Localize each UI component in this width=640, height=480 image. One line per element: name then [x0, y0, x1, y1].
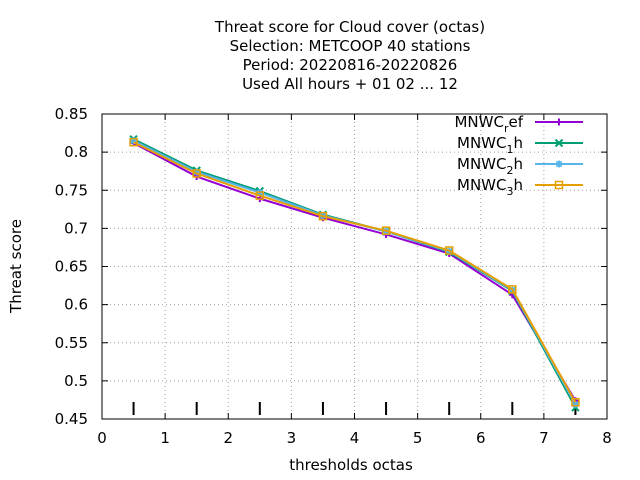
legend-item: MNWC3h [457, 176, 583, 198]
data-point [129, 137, 138, 147]
legend-item: MNWCref [454, 113, 583, 135]
y-tick-label: 0.65 [55, 258, 88, 276]
chart-title-line: Selection: METCOOP 40 stations [230, 37, 471, 55]
series-line [133, 138, 577, 409]
x-tick-label: 8 [602, 429, 612, 447]
chart-title-line: Used All hours + 01 02 ... 12 [242, 75, 458, 93]
data-point [255, 191, 265, 200]
x-tick-label: 3 [287, 429, 297, 447]
data-point [192, 169, 201, 178]
legend-label: MNWCref [454, 113, 523, 135]
y-tick-label: 0.55 [55, 334, 88, 352]
x-tick-label: 0 [97, 429, 107, 447]
series [129, 134, 580, 412]
data-point [571, 401, 579, 409]
data-point [444, 246, 454, 255]
y-tick-label: 0.8 [64, 143, 88, 161]
chart-title-line: Threat score for Cloud cover (octas) [214, 18, 485, 36]
series-ref [130, 139, 579, 405]
legend-item: MNWC2h [457, 155, 583, 177]
x-tick-label: 4 [350, 429, 360, 447]
y-axis-ticks: 0.45 0.5 0.55 0.6 0.65 0.7 0.75 0.8 0.85 [55, 105, 607, 428]
x-tick-label: 6 [476, 429, 486, 447]
legend-item: MNWC1h [457, 134, 583, 156]
y-tick-label: 0.7 [64, 219, 88, 237]
series-3h [129, 137, 580, 407]
y-axis-label: Threat score [7, 219, 25, 314]
grid [102, 114, 607, 419]
y-tick-label: 0.75 [55, 181, 88, 199]
x-tick-label: 1 [160, 429, 170, 447]
chart-title-line: Period: 20220816-20220826 [243, 56, 458, 74]
x-axis-ticks: 0 1 2 3 4 5 6 7 8 [97, 114, 612, 447]
data-point [554, 180, 564, 190]
series-line [133, 139, 577, 405]
data-point [193, 168, 201, 176]
x-tick-label: 2 [223, 429, 233, 447]
data-point [508, 285, 517, 294]
data-point [571, 397, 580, 407]
data-point [318, 211, 328, 221]
data-point [554, 138, 564, 148]
x-axis-label: thresholds octas [289, 456, 413, 474]
y-tick-label: 0.45 [55, 410, 88, 428]
data-point [555, 118, 563, 126]
series-line [133, 142, 577, 402]
x-tick-label: 7 [539, 429, 549, 447]
x-tick-label: 5 [413, 429, 423, 447]
legend-label: MNWC2h [457, 155, 523, 177]
data-point [555, 160, 563, 168]
y-tick-label: 0.85 [55, 105, 88, 123]
legend-label: MNWC1h [457, 134, 523, 156]
y-tick-label: 0.6 [64, 296, 88, 314]
series-line [133, 141, 577, 403]
legend-label: MNWC3h [457, 176, 523, 198]
y-tick-label: 0.5 [64, 372, 88, 390]
data-point [381, 226, 391, 235]
chart-title: Threat score for Cloud cover (octas)Sele… [214, 18, 485, 93]
data-point [130, 137, 138, 145]
